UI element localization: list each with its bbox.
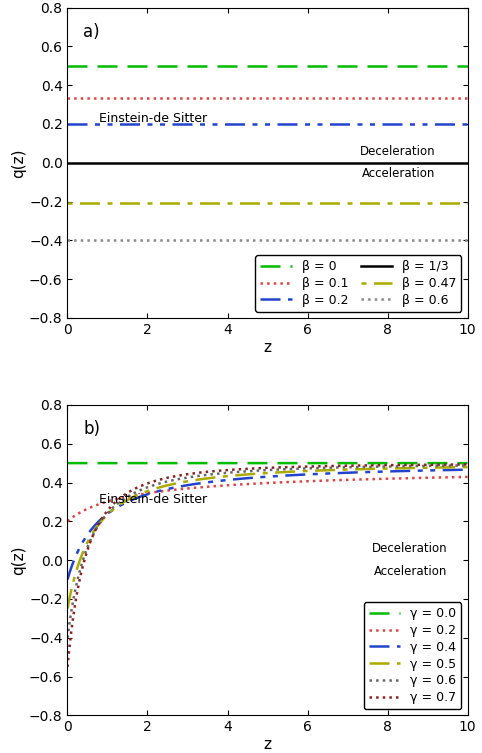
Text: b): b): [83, 420, 100, 438]
X-axis label: z: z: [264, 737, 271, 752]
Text: Acceleration: Acceleration: [362, 167, 436, 181]
Text: Acceleration: Acceleration: [374, 565, 447, 578]
Text: Einstein-de Sitter: Einstein-de Sitter: [99, 492, 208, 506]
Legend: β = 0, β = 0.1, β = 0.2, β = 1/3, β = 0.47, β = 0.6: β = 0, β = 0.1, β = 0.2, β = 1/3, β = 0.…: [255, 255, 461, 312]
Text: Deceleration: Deceleration: [372, 542, 447, 556]
Text: Einstein-de Sitter: Einstein-de Sitter: [99, 112, 208, 126]
Y-axis label: q(z): q(z): [11, 545, 26, 575]
Text: a): a): [83, 23, 100, 41]
Legend: γ = 0.0, γ = 0.2, γ = 0.4, γ = 0.5, γ = 0.6, γ = 0.7: γ = 0.0, γ = 0.2, γ = 0.4, γ = 0.5, γ = …: [364, 602, 461, 709]
Y-axis label: q(z): q(z): [11, 148, 26, 178]
Text: Deceleration: Deceleration: [360, 145, 436, 158]
X-axis label: z: z: [264, 340, 271, 355]
